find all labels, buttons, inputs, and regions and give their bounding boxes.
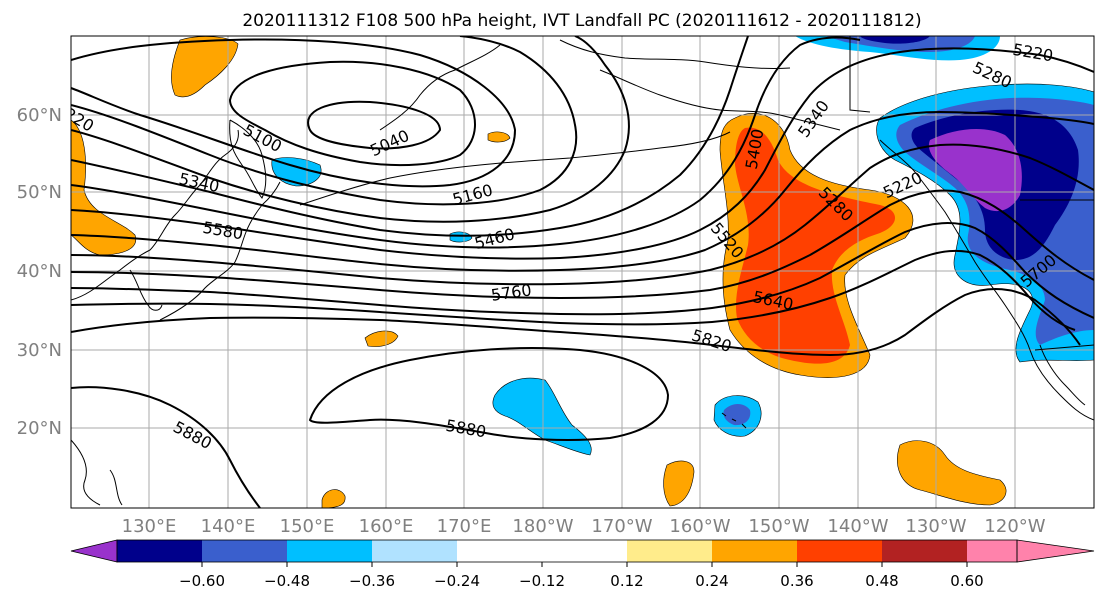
colorbar-segment-8 (712, 540, 797, 562)
political-borders (849, 36, 1094, 351)
coastline-alaska-south (599, 69, 841, 131)
figure-title: 2020111312 F108 500 hPa height, IVT Land… (242, 11, 921, 31)
lat-label-60n: 60°N (17, 105, 62, 126)
lat-label-40n: 40°N (17, 261, 62, 282)
map-panel: 5220 5280 5100 5040 5340 5580 5160 5460 … (70, 35, 1095, 509)
contour-5700 (71, 222, 1094, 319)
coastline-kamchatka (229, 119, 267, 199)
colorbar-label-neg048: −0.48 (264, 572, 310, 590)
lat-label-30n: 30°N (17, 340, 62, 361)
colorbar-segment-6 (542, 540, 627, 562)
colorbar-right-extend (1016, 539, 1095, 563)
lon-label-160w: 160°W (669, 516, 730, 537)
colorbar-label-neg024: −0.24 (434, 572, 480, 590)
ivt-positive-far-north (171, 36, 239, 98)
lon-label-170w: 170°W (591, 516, 652, 537)
ivt-positive-south-bottom (321, 489, 346, 508)
colorbar-segment-9 (797, 540, 882, 562)
lon-label-120w: 120°W (984, 516, 1045, 537)
contour-5520 (71, 110, 1094, 272)
colorbar-left-extend (70, 539, 118, 563)
colorbar-label-pos012: 0.12 (610, 572, 643, 590)
colorbar-segment-3 (287, 540, 372, 562)
height-contours (71, 36, 1094, 508)
contour-5880-east (308, 347, 670, 441)
lat-label-50n: 50°N (17, 182, 62, 203)
ivt-positive-small-2 (364, 330, 399, 347)
contour-5100 (228, 60, 476, 167)
contour-5340-west (71, 36, 749, 237)
lon-label-140e: 140°E (201, 516, 256, 537)
colorbar-segment-4 (372, 540, 457, 562)
contour-5760 (71, 249, 1076, 331)
contour-5460 (71, 47, 1094, 260)
contour-5400 (71, 36, 861, 249)
lat-label-20n: 20°N (17, 418, 62, 439)
latitude-labels: 60°N 50°N 40°N 30°N 20°N (17, 105, 62, 439)
border-canada-alaska (849, 36, 871, 113)
colorbar-label-pos048: 0.48 (865, 572, 898, 590)
colorbar-segment-10 (882, 540, 967, 562)
colorbar-label-pos036: 0.36 (780, 572, 813, 590)
contour-5280-west (71, 36, 630, 223)
lon-label-170e: 170°E (437, 516, 492, 537)
colorbar-frame (116, 539, 1018, 563)
contour-5640 (71, 189, 1094, 300)
colorbar-label-neg036: −0.36 (349, 572, 395, 590)
map-frame (70, 35, 1095, 509)
colorbar-segment-1 (117, 540, 202, 562)
coastline-na-west (879, 139, 1094, 421)
ivt-positive-northeast-pacific-inner (735, 127, 895, 364)
ivt-negative-top-dark (860, 36, 930, 44)
coastline-asia (71, 129, 239, 301)
contour-5820 (71, 288, 1081, 357)
ivt-positive-southeast (897, 440, 1007, 506)
colorbar-segment-11 (967, 540, 1017, 562)
lon-label-150w: 150°W (748, 516, 809, 537)
colorbar-label-neg060: −0.60 (179, 572, 225, 590)
contour-5880-west (71, 386, 261, 508)
colorbar-ticks (201, 562, 968, 567)
ivt-positive-south-small (663, 460, 695, 507)
colorbar: −0.60 −0.48 −0.36 −0.24 −0.12 0.12 0.24 … (70, 539, 1095, 590)
border-us-mexico (1034, 344, 1094, 351)
contour-5040 (307, 100, 442, 150)
ivt-negative-small-mid (449, 231, 473, 243)
contour-5160 (71, 38, 517, 188)
colorbar-label-neg012: −0.12 (519, 572, 565, 590)
lon-label-130w: 130°W (905, 516, 966, 537)
coastline-aleutians (299, 131, 731, 206)
ivt-shading (71, 36, 1094, 508)
lon-label-160e: 160°E (359, 516, 414, 537)
colorbar-label-pos024: 0.24 (695, 572, 728, 590)
ivt-negative-central (492, 377, 592, 456)
colorbar-segment-2 (202, 540, 287, 562)
lon-label-150e: 150°E (280, 516, 335, 537)
longitude-labels: 130°E 140°E 150°E 160°E 170°E 180°W 170°… (122, 516, 1046, 537)
colorbar-segment-5 (457, 540, 542, 562)
contour-5220-west (71, 36, 578, 206)
lon-label-130e: 130°E (122, 516, 177, 537)
coastline-alaska-north (559, 39, 791, 70)
coastline-baja (1039, 344, 1086, 406)
coastline-alaska-west (379, 44, 501, 131)
contour-5580 (71, 143, 1094, 286)
ivt-negative-hawaii-inner (723, 404, 751, 426)
lon-label-180w: 180°W (512, 516, 573, 537)
colorbar-segment-7 (627, 540, 712, 562)
coastline-korea (129, 269, 163, 311)
lon-label-140w: 140°W (827, 516, 888, 537)
coastline-philippines (71, 439, 123, 506)
colorbar-tick-labels: −0.60 −0.48 −0.36 −0.24 −0.12 0.12 0.24 … (179, 572, 984, 590)
colorbar-label-pos060: 0.60 (950, 572, 983, 590)
coastline-hawaii (721, 412, 747, 429)
ivt-positive-small-1 (487, 131, 511, 143)
